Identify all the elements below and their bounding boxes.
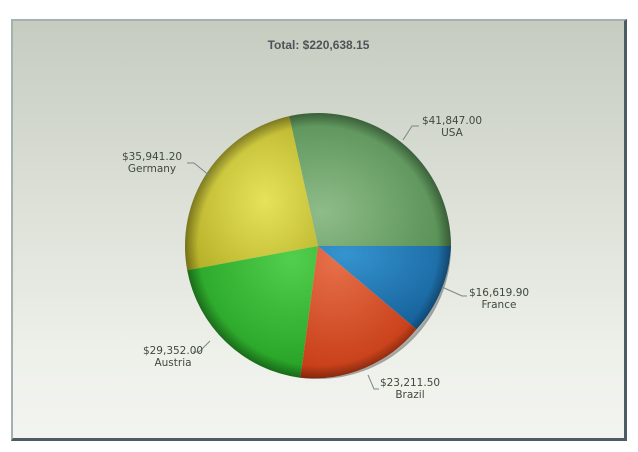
- label-usa: $41,847.00 USA: [422, 115, 482, 139]
- svg-text:$29,352.00: $29,352.00: [143, 345, 203, 357]
- svg-text:Germany: Germany: [128, 163, 176, 175]
- chart-title: Total: $220,638.15: [267, 38, 370, 52]
- svg-text:$16,619.90: $16,619.90: [469, 287, 529, 299]
- svg-text:USA: USA: [441, 127, 464, 139]
- label-france: $16,619.90 France: [469, 287, 529, 311]
- svg-text:$41,847.00: $41,847.00: [422, 115, 482, 127]
- label-brazil: $23,211.50 Brazil: [380, 377, 440, 401]
- label-germany: $35,941.20 Germany: [122, 151, 182, 175]
- svg-text:Austria: Austria: [154, 357, 191, 369]
- svg-text:France: France: [482, 299, 517, 311]
- svg-text:$23,211.50: $23,211.50: [380, 377, 440, 389]
- pie-rim: [185, 113, 451, 379]
- svg-text:$35,941.20: $35,941.20: [122, 151, 182, 163]
- leader-lines: [187, 125, 467, 390]
- label-austria: $29,352.00 Austria: [143, 345, 203, 369]
- svg-text:Brazil: Brazil: [395, 389, 424, 401]
